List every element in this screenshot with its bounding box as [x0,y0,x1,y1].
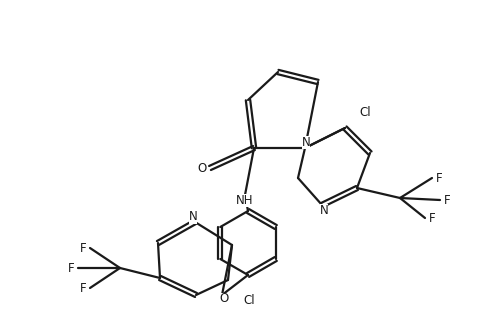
Text: N: N [189,211,197,224]
Text: Cl: Cl [243,295,255,307]
Text: Cl: Cl [359,106,371,119]
Text: O: O [197,161,206,175]
Text: NH: NH [236,193,254,206]
Text: F: F [80,282,87,295]
Text: N: N [302,135,310,148]
Text: F: F [444,193,450,206]
Text: F: F [80,241,87,254]
Text: F: F [68,261,74,274]
Text: O: O [219,293,228,306]
Text: N: N [320,203,328,216]
Text: F: F [435,171,442,184]
Text: F: F [429,212,435,225]
